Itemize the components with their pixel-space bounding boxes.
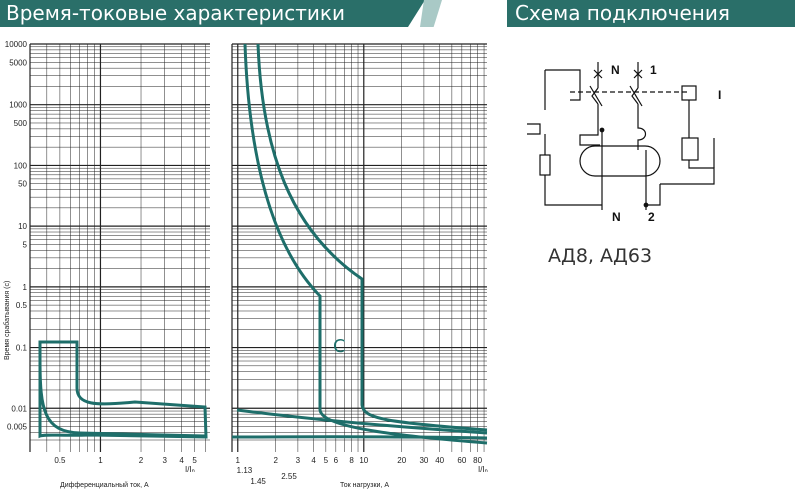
y-tick-label: 5	[23, 240, 28, 249]
right-ratio-label: I/Iₙ	[478, 465, 488, 474]
right-curve-lower	[243, 43, 488, 445]
right-chart-grid	[231, 43, 487, 452]
terminal-2: 2	[648, 210, 655, 224]
y-tick-label: 0.5	[16, 301, 28, 310]
y-tick-label: 0.005	[7, 423, 28, 432]
right-curve-instant-a	[236, 408, 488, 435]
time-current-title: Время-токовые характеристики	[0, 0, 425, 27]
right-curve-instant-b	[231, 435, 488, 440]
right-x-tick-label: 5	[324, 456, 329, 465]
right-x-axis-label: Ток нагрузки, А	[340, 482, 389, 489]
y-tick-label: 10000	[5, 40, 28, 49]
left-x-tick-label: 0.5	[54, 456, 66, 465]
left-ratio-label: I/Iₙ	[185, 465, 195, 474]
wiring-title: Схема подключения	[507, 0, 795, 27]
wiring-diagram	[527, 62, 715, 210]
y-tick-label: 0.01	[11, 404, 27, 413]
model-label: АД8, АД63	[548, 245, 652, 267]
y-tick-label: 5000	[9, 58, 27, 67]
right-x-tick-label: 8	[349, 456, 354, 465]
left-x-tick-label: 2	[139, 456, 144, 465]
right-x-tick-label: 60	[457, 456, 466, 465]
right-extra-tick-label: 1.13	[237, 466, 253, 475]
right-x-tick-label: 3	[296, 456, 301, 465]
y-tick-label: 1000	[9, 101, 27, 110]
y-axis-label: Время срабатывания (с)	[3, 281, 11, 360]
right-extra-tick-label: 2.55	[281, 472, 297, 481]
right-x-tick-label: 2	[273, 456, 278, 465]
y-tick-label: 50	[18, 180, 27, 189]
right-x-tick-label: 40	[435, 456, 444, 465]
terminal-n-bottom: N	[612, 210, 621, 224]
left-x-tick-label: 5	[192, 456, 197, 465]
left-curve-inner	[38, 359, 206, 438]
y-tick-label: 0.1	[16, 344, 28, 353]
right-x-tick-label: 6	[334, 456, 339, 465]
y-tick-label: 500	[14, 119, 28, 128]
chart-labels: 10000 5000 1000 500 100 50 10 5 1 0.5 0.1 0.01 0.005…	[5, 40, 483, 486]
right-x-tick-label: 80	[473, 456, 482, 465]
left-x-tick-label: 3	[163, 456, 168, 465]
right-extra-tick-label: 1.45	[250, 477, 266, 486]
left-x-axis-label: Дифференциальный ток, А	[60, 481, 149, 489]
right-x-tick-label: 4	[311, 456, 316, 465]
right-curve-upper	[256, 43, 488, 432]
right-x-tick-label: 10	[359, 456, 368, 465]
test-button-label: I	[718, 88, 721, 102]
terminal-n-top: N	[611, 63, 620, 77]
y-tick-label: 100	[14, 161, 28, 170]
curve-label-c: C	[333, 336, 346, 357]
right-x-tick-label: 30	[419, 456, 428, 465]
right-x-tick-label: 1	[236, 456, 241, 465]
left-x-tick-label: 1	[98, 456, 103, 465]
left-curve-outer	[38, 340, 208, 439]
left-chart-grid	[29, 43, 210, 452]
y-tick-label: 1	[23, 283, 28, 292]
y-tick-label: 10	[18, 222, 27, 231]
terminal-1: 1	[650, 63, 657, 77]
left-x-tick-label: 4	[179, 456, 184, 465]
right-x-tick-label: 20	[397, 456, 406, 465]
